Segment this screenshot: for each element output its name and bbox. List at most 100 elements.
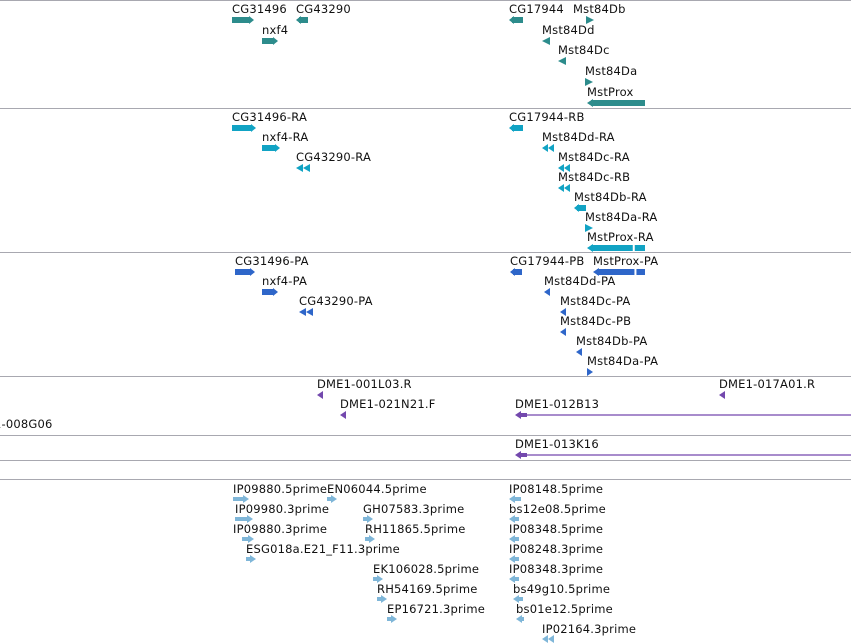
feature-glyph-ip08348-3prime[interactable] [509, 575, 519, 583]
feature-label-ip02164-3prime[interactable]: IP02164.3prime [542, 622, 637, 636]
feature-glyph-cg17944-pb[interactable] [510, 268, 522, 276]
feature-label-ep16721-3prime[interactable]: EP16721.3prime [387, 602, 486, 616]
feature-glyph-rh54169-5prime[interactable] [377, 595, 387, 603]
feature-label-mst84db-pa[interactable]: Mst84Db-PA [576, 334, 648, 348]
feature-glyph-mst84da[interactable] [585, 78, 593, 86]
feature-label-en06044-5prime[interactable]: EN06044.5prime [327, 482, 427, 496]
feature-glyph-mst84dd-pa[interactable] [544, 288, 550, 296]
feature-glyph-cg31496-pa[interactable] [235, 268, 255, 276]
feature-label-ip08348-3prime[interactable]: IP08348.3prime [509, 562, 604, 576]
feature-glyph-esg018a-e21-f11-3prime[interactable] [246, 555, 256, 563]
feature-label-cg31496[interactable]: CG31496 [232, 2, 287, 16]
feature-glyph-en06044-5prime[interactable] [327, 495, 337, 503]
feature-label-ip08148-5prime[interactable]: IP08148.5prime [509, 482, 604, 496]
feature-label-ek106028-5prime[interactable]: EK106028.5prime [373, 562, 480, 576]
feature-label-mst84dc[interactable]: Mst84Dc [558, 43, 610, 57]
feature-label-rh11865-5prime[interactable]: RH11865.5prime [365, 522, 466, 536]
feature-glyph-mstprox-ra[interactable] [587, 244, 645, 252]
feature-glyph-cg17944[interactable] [509, 16, 523, 24]
feature-label-mst84dc-pb[interactable]: Mst84Dc-PB [560, 314, 632, 328]
feature-label-cg17944-pb[interactable]: CG17944-PB [510, 254, 585, 268]
feature-label-ip08348-5prime[interactable]: IP08348.5prime [509, 522, 604, 536]
feature-glyph-cg43290-ra[interactable] [296, 164, 310, 172]
feature-label-mstprox-ra[interactable]: MstProx-RA [587, 230, 654, 244]
feature-glyph-dme1-021n21-f[interactable] [340, 411, 346, 419]
feature-label-cg31496-pa[interactable]: CG31496-PA [235, 254, 309, 268]
feature-label-dme1-013k16[interactable]: DME1-013K16 [515, 437, 599, 451]
feature-glyph-dme1-013k16[interactable] [515, 451, 851, 459]
feature-label-rh54169-5prime[interactable]: RH54169.5prime [377, 582, 478, 596]
feature-label-esg018a-e21-f11-3prime[interactable]: ESG018a.E21_F11.3prime [246, 542, 400, 556]
feature-label-cg31496-ra[interactable]: CG31496-RA [232, 110, 308, 124]
feature-label-mst84dc-pa[interactable]: Mst84Dc-PA [560, 294, 631, 308]
feature-label-mst84dc-rb[interactable]: Mst84Dc-RB [558, 170, 631, 184]
feature-glyph-cg17944-rb[interactable] [509, 124, 523, 132]
feature-glyph-bs12e08-5prime[interactable] [509, 515, 519, 523]
feature-label-mst84da[interactable]: Mst84Da [585, 64, 638, 78]
feature-glyph-ip09880-3prime[interactable] [242, 535, 254, 543]
feature-glyph-cg43290-pa[interactable] [299, 308, 313, 316]
feature-label-mstprox[interactable]: MstProx [587, 85, 634, 99]
feature-label-mst84dd-pa[interactable]: Mst84Dd-PA [544, 274, 616, 288]
feature-glyph-mst84db[interactable] [586, 16, 594, 24]
feature-glyph-nxf4-pa[interactable] [262, 288, 278, 296]
feature-label-nxf4-ra[interactable]: nxf4-RA [262, 130, 309, 144]
feature-label-cg17944-rb[interactable]: CG17944-RB [509, 110, 585, 124]
feature-glyph-bs49g10-5prime[interactable] [513, 595, 523, 603]
feature-glyph-cg43290[interactable] [296, 16, 308, 24]
feature-label-mst84dd-ra[interactable]: Mst84Dd-RA [542, 130, 615, 144]
feature-glyph-ep16721-3prime[interactable] [387, 615, 397, 623]
feature-glyph-nxf4[interactable] [262, 37, 278, 45]
feature-label-ip09880-5prime[interactable]: IP09880.5prime [233, 482, 328, 496]
feature-label-mst84db[interactable]: Mst84Db [573, 2, 626, 16]
feature-label-bs49g10-5prime[interactable]: bs49g10.5prime [513, 582, 611, 596]
feature-glyph-ek106028-5prime[interactable] [373, 575, 383, 583]
feature-label-bs12e08-5prime[interactable]: bs12e08.5prime [509, 502, 606, 516]
feature-label-nxf4-pa[interactable]: nxf4-PA [262, 274, 308, 288]
feature-label-dme1-021n21-f[interactable]: DME1-021N21.F [340, 397, 436, 411]
feature-glyph-mst84db-ra[interactable] [574, 204, 586, 212]
feature-glyph-mst84da-pa[interactable] [587, 368, 593, 376]
feature-label-cg43290-pa[interactable]: CG43290-PA [299, 294, 373, 308]
feature-glyph-ip02164-3prime[interactable] [542, 635, 554, 643]
feature-glyph-mst84db-pa[interactable] [576, 348, 582, 356]
feature-label-cg43290-ra[interactable]: CG43290-RA [296, 150, 372, 164]
feature-label-mst84dc-ra[interactable]: Mst84Dc-RA [558, 150, 630, 164]
feature-glyph-mstprox-pa[interactable] [593, 268, 645, 276]
feature-glyph-mst84dc-rb[interactable] [558, 184, 570, 192]
feature-glyph-ip08348-5prime[interactable] [509, 535, 519, 543]
feature-glyph-bs01e12-5prime[interactable] [516, 615, 524, 623]
feature-glyph-mst84dd[interactable] [542, 37, 550, 45]
feature-label-dme1-012b13[interactable]: DME1-012B13 [515, 397, 600, 411]
feature-label-ip09880-3prime[interactable]: IP09880.3prime [233, 522, 328, 536]
feature-glyph-ip08248-3prime[interactable] [509, 555, 519, 563]
feature-glyph-ip08148-5prime[interactable] [509, 495, 521, 503]
feature-glyph-mst84dc-pa[interactable] [560, 308, 566, 316]
feature-label-ip09980-3prime[interactable]: IP09980.3prime [235, 502, 330, 516]
feature-glyph-mst84dc[interactable] [558, 57, 566, 65]
feature-glyph-mst84dd-ra[interactable] [542, 144, 554, 152]
feature-glyph-rh11865-5prime[interactable] [365, 535, 375, 543]
feature-label-ip08248-3prime[interactable]: IP08248.3prime [509, 542, 604, 556]
feature-glyph-dme1-012b13[interactable] [515, 411, 851, 419]
feature-label-mst84db-ra[interactable]: Mst84Db-RA [574, 190, 647, 204]
feature-label-mst84da-ra[interactable]: Mst84Da-RA [585, 210, 658, 224]
feature-label-cg17944[interactable]: CG17944 [509, 2, 564, 16]
feature-glyph-mst84da-ra[interactable] [585, 224, 593, 232]
feature-label-bs01e12-5prime[interactable]: bs01e12.5prime [516, 602, 613, 616]
feature-label-cg43290[interactable]: CG43290 [296, 2, 351, 16]
feature-glyph-mst84dc-ra[interactable] [558, 164, 570, 172]
feature-glyph-dme1-017a01-r[interactable] [719, 391, 725, 399]
feature-glyph-cg31496-ra[interactable] [232, 124, 256, 132]
feature-glyph-cg31496[interactable] [232, 16, 254, 24]
feature-label-mst84da-pa[interactable]: Mst84Da-PA [587, 354, 659, 368]
feature-label-dme1-001l03-r[interactable]: DME1-001L03.R [317, 377, 412, 391]
feature-label-nxf4[interactable]: nxf4 [262, 23, 289, 37]
feature-glyph-gh07583-3prime[interactable] [363, 515, 373, 523]
feature-glyph-mstprox[interactable] [587, 99, 645, 107]
feature-label-1-008g06[interactable]: 1-008G06 [0, 417, 53, 431]
feature-glyph-ip09980-3prime[interactable] [235, 515, 253, 523]
feature-glyph-dme1-001l03-r[interactable] [317, 391, 323, 399]
feature-label-dme1-017a01-r[interactable]: DME1-017A01.R [719, 377, 816, 391]
feature-glyph-mst84dc-pb[interactable] [560, 328, 566, 336]
